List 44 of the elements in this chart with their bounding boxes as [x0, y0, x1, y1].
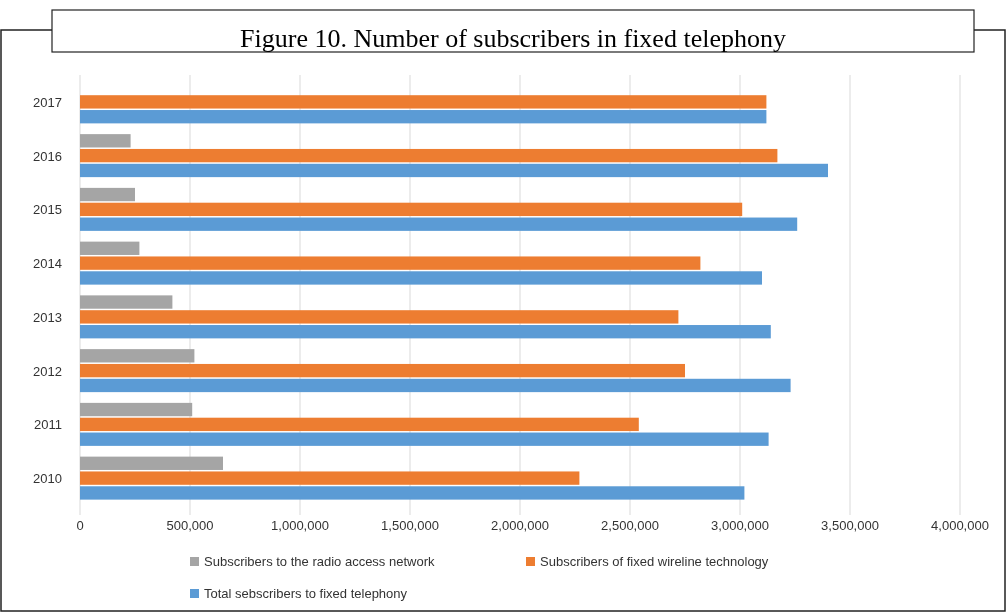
y-tick-label: 2015: [33, 202, 62, 218]
y-tick-label: 2014: [33, 256, 62, 272]
bar: [80, 325, 771, 339]
bar: [80, 417, 639, 432]
x-tick-label: 3,500,000: [821, 518, 879, 533]
bar: [80, 163, 828, 178]
legend-label: Subscribers to the radio access network: [204, 554, 435, 569]
chart-title: Figure 10. Number of subscribers in fixed telephony: [240, 24, 786, 53]
x-tick-label: 3,000,000: [711, 518, 769, 533]
y-tick-label: 2016: [33, 148, 62, 164]
legend-label: Total sebscribers to fixed telephony: [204, 586, 408, 601]
legend-label: Subscribers of fixed wireline technology: [540, 554, 769, 569]
bar: [80, 402, 193, 417]
bar: [80, 271, 762, 285]
bar: [80, 110, 767, 124]
bar: [80, 310, 679, 324]
bar: [80, 187, 135, 202]
x-tick-label: 1,000,000: [271, 518, 329, 533]
bar: [80, 471, 580, 485]
x-tick-label: 500,000: [166, 518, 214, 533]
bar: [80, 217, 798, 231]
bar: [80, 148, 778, 163]
y-tick-label: 2010: [33, 471, 62, 487]
bar: [80, 95, 767, 109]
bar: [80, 432, 769, 446]
bar: [80, 456, 223, 470]
x-tick-label: 2,500,000: [601, 518, 659, 533]
bar: [80, 378, 791, 393]
bar: [80, 202, 743, 217]
bar: [80, 256, 701, 270]
bar: [80, 134, 131, 148]
x-tick-label: 2,000,000: [491, 518, 549, 533]
bar: [80, 295, 173, 309]
y-tick-label: 2013: [33, 309, 62, 325]
x-tick-label: 1,500,000: [381, 518, 439, 533]
bar: [80, 486, 745, 500]
y-tick-label: 2011: [34, 417, 62, 433]
bar: [80, 363, 685, 378]
y-tick-label: 2012: [33, 363, 62, 379]
bar: [80, 241, 140, 255]
x-tick-label: 4,000,000: [931, 518, 989, 533]
bar: [80, 349, 195, 363]
y-tick-label: 2017: [33, 94, 62, 110]
x-tick-label: 0: [76, 518, 84, 533]
